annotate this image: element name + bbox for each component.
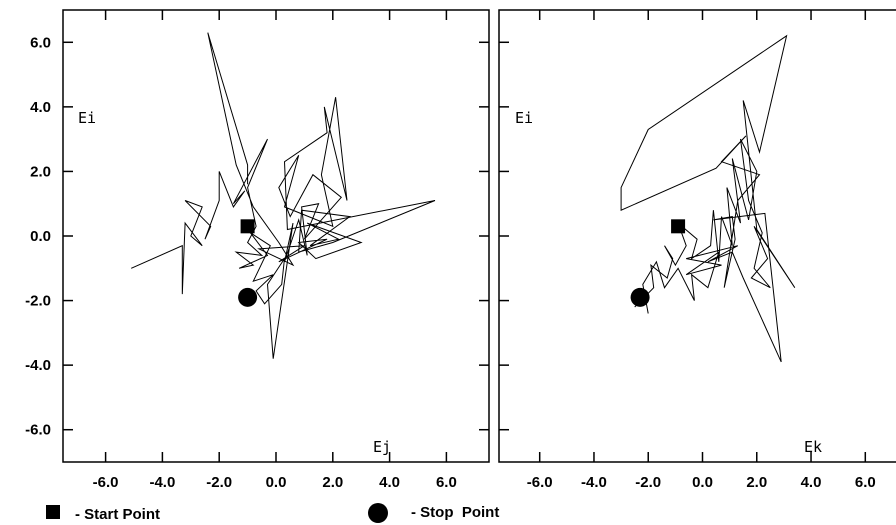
- x-tick-label: -4.0: [149, 474, 175, 491]
- x-tick-label: 0.0: [266, 474, 287, 491]
- start-point-legend-label: - Start Point: [75, 506, 160, 523]
- stop-point-marker: [238, 287, 258, 307]
- x-tick-label: -6.0: [93, 474, 119, 491]
- y-tick-label: -4.0: [25, 357, 51, 374]
- x-tick-label: 2.0: [322, 474, 343, 491]
- trajectory-line: [130, 32, 436, 359]
- y-tick-label: -6.0: [25, 422, 51, 439]
- x-tick-label: 2.0: [746, 474, 767, 491]
- x-tick-label: 4.0: [801, 474, 822, 491]
- y-tick-label: 6.0: [30, 34, 51, 51]
- plot-frame: [62, 9, 490, 463]
- y-tick-label: 0.0: [30, 228, 51, 245]
- y-tick-label: 4.0: [30, 99, 51, 116]
- stop-point-legend-marker: [368, 503, 388, 523]
- start-point-marker: [240, 219, 255, 234]
- trajectory-line: [620, 34, 796, 363]
- x-tick-label: -2.0: [206, 474, 232, 491]
- right-chart-panel: -6.0 -4.0 -2.0 0.0 2.0 4.0 6.0 Ei Ek: [498, 9, 896, 491]
- y-axis-label: Ei: [78, 109, 96, 127]
- stop-point-legend-label: - Stop Point: [411, 504, 499, 521]
- start-point-marker: [671, 219, 686, 234]
- x-tick-label: -2.0: [635, 474, 661, 491]
- y-tick-label: 2.0: [30, 163, 51, 180]
- x-tick-label: 6.0: [436, 474, 457, 491]
- x-axis-label: Ek: [804, 438, 822, 456]
- plot-frame: [498, 9, 896, 463]
- x-tick-label: 4.0: [379, 474, 400, 491]
- start-point-legend-marker: [46, 505, 60, 519]
- x-tick-label: -4.0: [581, 474, 607, 491]
- x-tick-label: -6.0: [527, 474, 553, 491]
- left-chart-panel: -6.0 -4.0 -2.0 0.0 2.0 4.0 6.0 6.0 4.0 2.0 0.0 -2.0…: [25, 9, 490, 491]
- x-axis-label: Ej: [373, 438, 391, 456]
- y-axis-label: Ei: [515, 109, 533, 127]
- stop-point-marker: [630, 287, 650, 307]
- x-tick-label: 0.0: [692, 474, 713, 491]
- legend: - Start Point - Stop Point: [46, 503, 499, 523]
- y-tick-label: -2.0: [25, 293, 51, 310]
- x-tick-label: 6.0: [855, 474, 876, 491]
